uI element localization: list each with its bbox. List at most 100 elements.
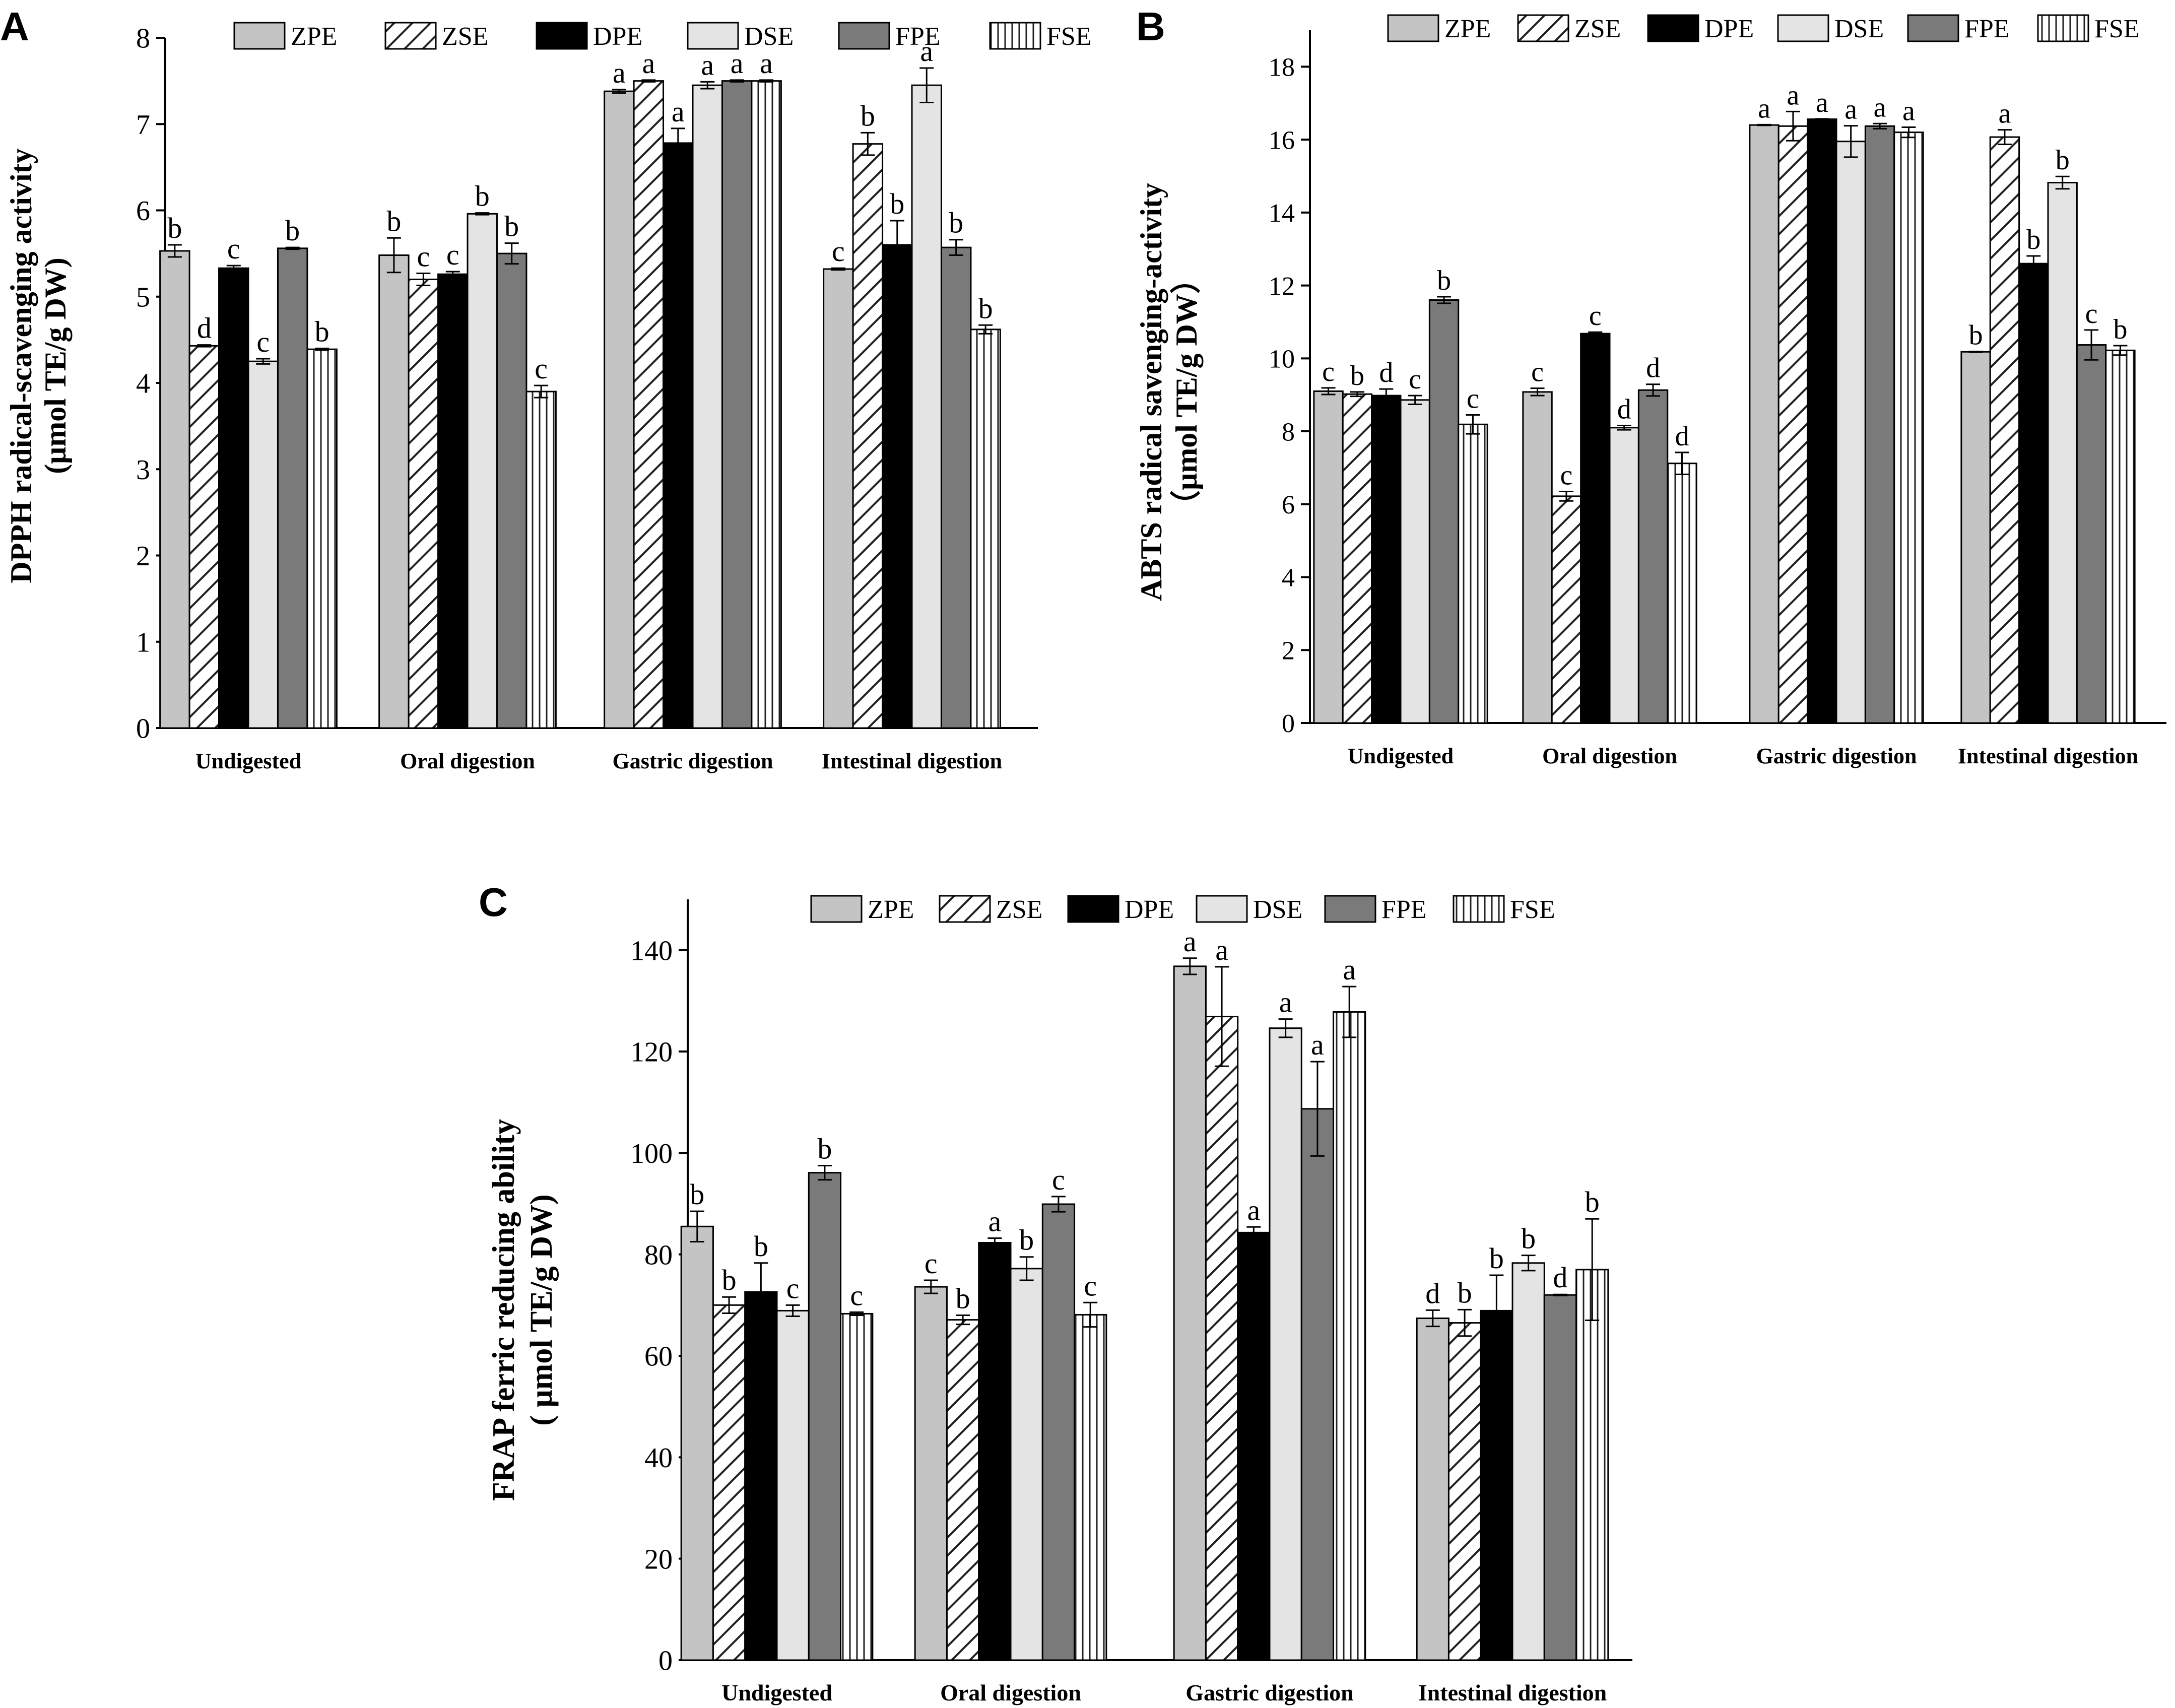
y-tick-label: 5 [136, 282, 150, 313]
legend-swatch-zpe [810, 895, 863, 923]
significance-letter: c [850, 1279, 863, 1311]
y-tick-label: 0 [658, 1646, 673, 1677]
panel-c-plot: 020406080100120140bbbcbcUndigestedcbabcc… [630, 899, 1632, 1705]
significance-letter: b [1969, 320, 1983, 351]
category-label: Oral digestion [940, 1680, 1081, 1705]
bar-dse-0 [247, 360, 279, 729]
legend-swatch-dse [1777, 14, 1829, 42]
legend-label: DPE [593, 22, 642, 51]
significance-letter: a [1874, 92, 1886, 123]
legend-swatch-fse [1453, 895, 1505, 923]
bar-zse-0 [712, 1304, 746, 1661]
significance-letter: c [832, 235, 845, 268]
bar-dse-3 [2047, 182, 2078, 724]
bar-fpe-2 [1864, 125, 1895, 724]
bar-zse-0 [188, 345, 220, 729]
bar-zpe-0 [680, 1225, 714, 1661]
legend-label: ZSE [996, 895, 1042, 924]
significance-letter: b [2113, 314, 2127, 345]
significance-letter: b [1585, 1186, 1600, 1218]
significance-letter: a [1787, 80, 1800, 111]
significance-letter: a [642, 47, 655, 80]
bar-zse-0 [1342, 393, 1373, 724]
significance-letter: b [754, 1230, 768, 1263]
legend-label: DSE [1834, 15, 1884, 43]
panel-a-y-axis-label: DPPH radical-scavenging activity [5, 148, 38, 583]
bar-dse-2 [692, 84, 723, 729]
legend-swatch-fpe [1907, 14, 1959, 42]
significance-letter: a [1311, 1028, 1324, 1061]
y-tick-label: 16 [1269, 126, 1295, 155]
legend-swatch-fse [989, 22, 1041, 50]
bar-dpe-0 [1371, 395, 1402, 724]
bar-dse-3 [911, 84, 942, 729]
legend-label: FPE [895, 22, 941, 51]
bar-zse-3 [1989, 136, 2020, 724]
bar-zpe-2 [604, 90, 635, 729]
bar-dse-1 [467, 213, 498, 729]
bar-zse-3 [852, 143, 884, 729]
significance-letter: c [1467, 383, 1479, 414]
bar-zpe-2 [1173, 965, 1207, 1661]
bar-fpe-2 [721, 80, 753, 729]
significance-letter: b [386, 205, 401, 237]
significance-letter: b [2056, 145, 2070, 176]
panel-c-letter: C [479, 880, 508, 925]
legend-swatch-dpe [1067, 895, 1119, 923]
bar-fse-1 [1074, 1313, 1107, 1661]
y-tick-label: 100 [630, 1138, 673, 1169]
category-label: Undigested [1348, 744, 1454, 768]
significance-letter: b [956, 1282, 970, 1315]
significance-letter: b [1350, 360, 1364, 391]
significance-letter: a [1816, 87, 1828, 118]
significance-letter: a [920, 35, 933, 68]
y-tick-label: 1 [136, 627, 150, 658]
bar-zpe-3 [1416, 1318, 1449, 1661]
significance-letter: b [1437, 265, 1451, 296]
legend-swatch-dse [1196, 895, 1248, 923]
panel-b-letter: B [1136, 4, 1165, 49]
y-tick-label: 4 [1282, 564, 1295, 593]
bar-dse-0 [776, 1309, 810, 1661]
bar-zpe-3 [1960, 351, 1991, 724]
y-tick-label: 2 [1282, 636, 1295, 665]
bar-fpe-3 [2076, 344, 2107, 724]
y-tick-label: 40 [644, 1442, 673, 1474]
significance-letter: c [1589, 300, 1602, 332]
bar-dpe-1 [437, 273, 469, 729]
category-label: Oral digestion [400, 749, 535, 773]
bar-dpe-3 [2018, 262, 2049, 724]
significance-letter: c [1560, 459, 1573, 491]
y-tick-label: 0 [1282, 709, 1295, 738]
panel-c-y-axis-unit: ( μmol TE/g DW) [524, 1194, 559, 1425]
bar-dpe-3 [1480, 1309, 1513, 1661]
legend-label: DPE [1125, 895, 1174, 924]
legend-label: FSE [1046, 22, 1092, 51]
significance-letter: c [227, 232, 240, 265]
legend-label: ZSE [442, 22, 488, 51]
bar-fse-3 [1575, 1269, 1609, 1661]
significance-letter: b [722, 1264, 737, 1296]
significance-letter: d [1379, 357, 1393, 388]
significance-letter: c [446, 238, 459, 271]
significance-letter: b [1521, 1222, 1536, 1255]
panel-a-y-axis-unit: (μmol TE/g DW) [39, 257, 72, 474]
category-label: Intestinal digestion [1418, 1680, 1607, 1705]
legend-label: ZPE [868, 895, 914, 924]
significance-letter: d [1617, 393, 1631, 425]
legend-label: FSE [1510, 895, 1555, 924]
legend-swatch-zse [939, 895, 991, 923]
significance-letter: c [786, 1272, 800, 1304]
significance-letter: b [167, 212, 182, 244]
legend-label: DSE [1253, 895, 1302, 924]
panel-b-y-axis-unit: （μmol TE/g DW） [1169, 264, 1203, 520]
category-label: Intestinal digestion [1958, 744, 2138, 768]
y-tick-label: 4 [136, 368, 150, 400]
bar-fpe-1 [1041, 1203, 1076, 1661]
significance-letter: a [1247, 1194, 1260, 1226]
legend-swatch-zpe [233, 22, 286, 50]
significance-letter: c [417, 240, 430, 273]
legend-swatch-dpe [1647, 14, 1699, 42]
bar-dpe-1 [978, 1242, 1012, 1661]
